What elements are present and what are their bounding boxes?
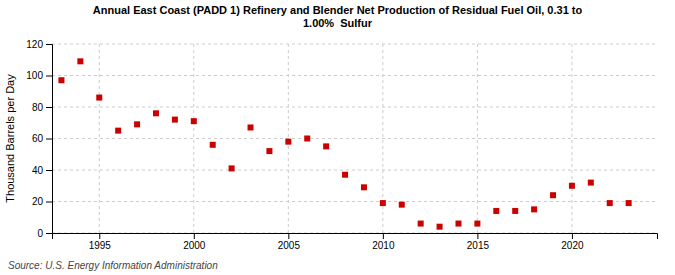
point — [172, 117, 178, 123]
point — [115, 128, 121, 134]
point — [266, 148, 272, 154]
tick-label: 40 — [32, 165, 44, 176]
tick-label: 100 — [26, 70, 43, 81]
tick-mark — [46, 233, 52, 234]
point — [229, 165, 235, 171]
tick-mark — [477, 233, 478, 239]
point — [607, 200, 613, 206]
tick-label: 0 — [37, 228, 43, 239]
point — [210, 142, 216, 148]
point — [361, 184, 367, 190]
point — [418, 221, 424, 227]
grid-line — [52, 75, 657, 76]
point — [455, 221, 461, 227]
point — [342, 172, 348, 178]
axis-line — [46, 45, 53, 234]
point — [191, 118, 197, 124]
tick: 100 — [26, 70, 52, 81]
tick: 40 — [32, 165, 52, 176]
tick: 80 — [32, 102, 52, 113]
point — [304, 136, 310, 142]
grid-line — [52, 170, 657, 171]
tick-label: 2005 — [278, 240, 301, 251]
tick-label: 120 — [26, 39, 43, 50]
grid-line — [99, 44, 100, 233]
chart: Annual East Coast (PADD 1) Refinery and … — [0, 0, 675, 275]
point — [380, 200, 386, 206]
point — [285, 139, 291, 145]
tick-mark — [383, 233, 384, 239]
annotation: Source: U.S. Energy Information Administ… — [8, 260, 218, 271]
tick: 2000 — [183, 233, 206, 251]
grid-line — [52, 138, 657, 139]
tick-mark — [288, 233, 289, 239]
point — [248, 124, 254, 130]
point — [399, 202, 405, 208]
point — [96, 95, 102, 101]
plot-area: 1995 2000 2005 2010 2015 2020 0 20 40 60 80 100 120 — [26, 39, 657, 251]
tick-mark — [46, 76, 52, 77]
point — [588, 180, 594, 186]
tick: 2010 — [372, 233, 395, 251]
tick-label: 1995 — [89, 240, 112, 251]
grid — [52, 44, 657, 233]
tick: 2005 — [278, 233, 301, 251]
axis-line — [53, 234, 658, 240]
point — [437, 224, 443, 230]
tick-mark — [46, 139, 52, 140]
tick-mark — [194, 233, 195, 239]
grid-line — [52, 107, 657, 108]
point — [474, 221, 480, 227]
point — [512, 208, 518, 214]
point — [77, 58, 83, 64]
point — [626, 200, 632, 206]
grid-line — [477, 44, 478, 233]
y-axis: 0 20 40 60 80 100 120 — [26, 39, 52, 239]
grid-line — [193, 44, 194, 233]
tick-mark — [46, 170, 52, 171]
tick: 120 — [26, 39, 52, 50]
tick-mark — [99, 233, 100, 239]
tick-label: 2000 — [183, 240, 206, 251]
tick-label: 20 — [32, 196, 44, 207]
tick-mark — [46, 107, 52, 108]
tick-label: 80 — [32, 102, 44, 113]
y-axis-label: Thousand Barrels per Day — [4, 74, 16, 203]
grid-line — [288, 44, 289, 233]
points — [58, 58, 631, 229]
point — [134, 121, 140, 127]
tick: 0 — [37, 228, 52, 239]
tick-label: 2010 — [372, 240, 395, 251]
tick: 60 — [32, 133, 52, 144]
tick-label: 2020 — [561, 240, 584, 251]
tick: 2020 — [561, 233, 584, 251]
point — [323, 143, 329, 149]
grid-line — [52, 201, 657, 202]
point — [153, 110, 159, 116]
tick-mark — [572, 233, 573, 239]
grid-line — [52, 44, 657, 45]
point — [58, 77, 64, 83]
tick: 20 — [32, 196, 52, 207]
x-axis: 1995 2000 2005 2010 2015 2020 — [53, 233, 658, 251]
tick-label: 2015 — [467, 240, 490, 251]
point — [569, 183, 575, 189]
point — [493, 208, 499, 214]
title: Annual East Coast (PADD 1) Refinery and … — [93, 4, 583, 29]
point — [531, 206, 537, 212]
tick: 1995 — [89, 233, 112, 251]
tick-label: 60 — [32, 133, 44, 144]
point — [550, 192, 556, 198]
tick: 2015 — [467, 233, 490, 251]
grid-line — [571, 44, 572, 233]
tick-mark — [46, 202, 52, 203]
tick-mark — [46, 44, 52, 45]
